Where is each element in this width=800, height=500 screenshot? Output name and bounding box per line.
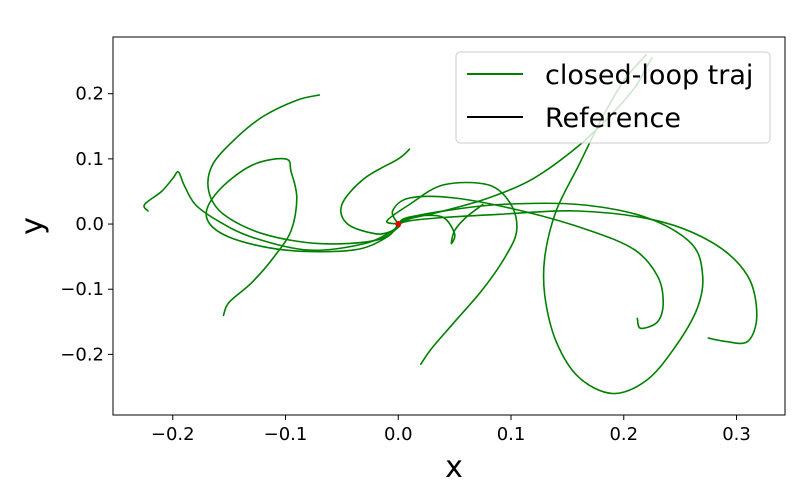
legend-label: closed-loop traj [545, 60, 753, 91]
trajectory-line-4 [340, 148, 411, 235]
data-layer [143, 53, 758, 395]
axes-layer: −0.2 −0.1 0.0 0.1 0.2 0.3 −0.2 −0.1 0.0 0.1 0.2 x y [15, 36, 786, 485]
trajectory-line-9 [397, 209, 758, 345]
trajectory-line-6 [386, 181, 518, 365]
legend-label: Reference [545, 103, 681, 134]
plot-frame [112, 36, 786, 416]
y-tick-label: −0.2 [60, 344, 104, 365]
y-tick-label: 0.1 [75, 149, 104, 170]
y-tick-label: 0.2 [75, 84, 104, 105]
y-tick-label: 0.0 [75, 214, 104, 235]
x-tick-label: −0.1 [264, 424, 308, 445]
equilibrium-marker [395, 221, 402, 228]
y-axis-label: y [15, 217, 50, 235]
x-tick-label: 0.1 [497, 424, 526, 445]
x-axis-label: x [445, 450, 463, 485]
trajectory-line-8 [391, 195, 664, 330]
trajectory-line-5 [397, 203, 484, 245]
trajectory-line-2 [143, 170, 400, 252]
y-tick-label: −0.1 [60, 279, 104, 300]
trajectory-line-3 [205, 157, 400, 317]
x-tick-label: −0.2 [151, 424, 195, 445]
x-tick-label: 0.3 [722, 424, 751, 445]
legend-box [455, 51, 771, 144]
x-tick-label: 0.2 [609, 424, 638, 445]
trajectory-line-1 [207, 94, 401, 245]
trajectory-line-7 [397, 53, 704, 395]
x-tick-label: 0.0 [384, 424, 413, 445]
legend: closed-loop traj Reference [455, 51, 771, 144]
